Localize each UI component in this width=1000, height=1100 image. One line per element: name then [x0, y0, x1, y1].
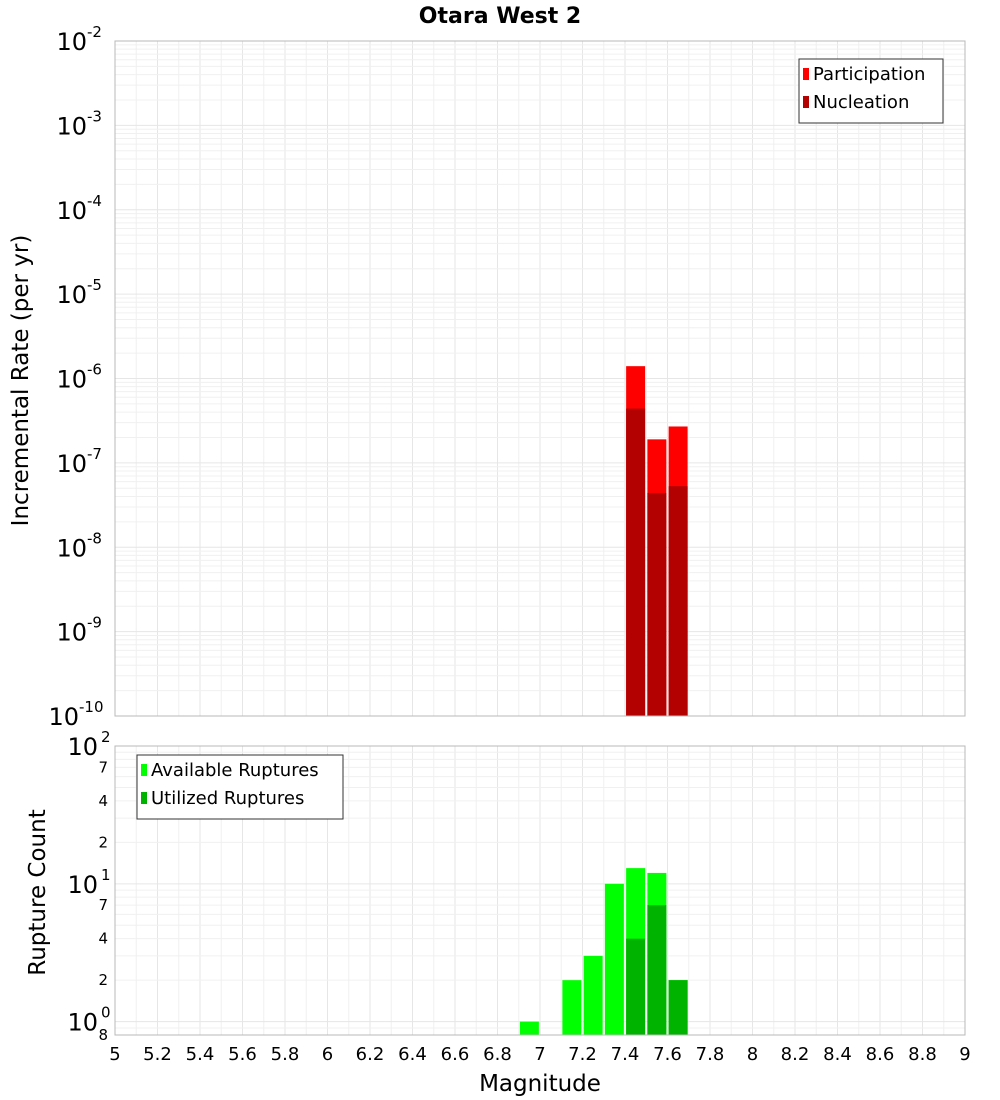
rate-legend-swatch — [803, 68, 809, 80]
count-y-major-tick: 10 2 — [67, 728, 110, 761]
count-legend-entry: Available Ruptures — [151, 760, 319, 781]
count-bar-available-ruptures — [562, 980, 582, 1035]
count-y-major-tick: 10 0 — [67, 1004, 110, 1037]
x-tick-label: 7 — [534, 1044, 545, 1065]
x-tick-label: 5.6 — [228, 1044, 257, 1065]
count-plot-frame — [114, 745, 966, 1036]
count-y-major-tick: 10 1 — [67, 866, 110, 899]
rate-y-tick-exp: -9 — [87, 614, 102, 632]
rate-y-tick-exp: -6 — [87, 361, 102, 379]
count-y-tick-base: 10 — [67, 733, 98, 761]
count-legend-swatch — [141, 792, 147, 804]
count-y-tick-exp: 1 — [101, 866, 111, 884]
chart-title: Otara West 2 — [419, 4, 581, 29]
x-tick-label: 8.4 — [823, 1044, 852, 1065]
x-tick-label: 5.4 — [186, 1044, 215, 1065]
count-y-axis-label: Rupture Count — [25, 809, 51, 975]
x-tick-label: 5 — [109, 1044, 120, 1065]
x-axis-label: Magnitude — [479, 1071, 601, 1097]
rate-y-axis-label: Incremental Rate (per yr) — [8, 235, 34, 527]
count-y-tick-base: 10 — [67, 871, 98, 899]
x-tick-label: 8 — [747, 1044, 758, 1065]
rate-y-tick: 10 -10 — [48, 698, 103, 731]
rate-bar-nucleation — [647, 492, 667, 716]
count-y-minor-tick: 8 — [98, 1026, 108, 1044]
count-y-minor-tick: 4 — [98, 792, 108, 810]
rate-y-tick: 10 -3 — [56, 107, 102, 140]
x-tick-label: 8.6 — [866, 1044, 895, 1065]
count-y-minor-tick: 2 — [98, 833, 108, 851]
count-bar-utilized-ruptures — [626, 938, 646, 1035]
count-y-minor-tick: 7 — [98, 758, 108, 776]
rate-y-tick: 10 -7 — [56, 445, 102, 478]
count-bar-utilized-ruptures — [668, 980, 688, 1035]
rate-legend-entry: Participation — [813, 64, 925, 85]
rate-legend-entry: Nucleation — [813, 92, 909, 113]
rate-bar-nucleation — [626, 408, 646, 716]
rate-y-tick-exp: -2 — [87, 23, 102, 41]
rate-y-tick-exp: -10 — [79, 698, 104, 716]
x-tick-label: 7.6 — [653, 1044, 682, 1065]
rate-legend: Participation Nucleation — [798, 58, 944, 124]
rate-y-tick-exp: -8 — [87, 529, 102, 547]
count-legend-box — [136, 754, 344, 820]
rate-y-tick-base: 10 — [56, 366, 87, 394]
count-legend-swatch — [141, 764, 147, 776]
rate-y-tick-base: 10 — [56, 450, 87, 478]
rate-y-tick-base: 10 — [56, 197, 87, 225]
rate-y-tick-exp: -5 — [87, 276, 102, 294]
rate-legend-box — [798, 58, 944, 124]
count-bar-available-ruptures — [519, 1021, 539, 1035]
count-legend-entry: Utilized Ruptures — [151, 788, 304, 809]
count-y-tick-exp: 0 — [101, 1004, 111, 1022]
rate-y-tick: 10 -4 — [56, 192, 102, 225]
rate-bar-nucleation — [668, 486, 688, 716]
rate-y-tick: 10 -6 — [56, 361, 102, 394]
x-tick-label: 7.4 — [611, 1044, 640, 1065]
x-tick-label: 6.8 — [483, 1044, 512, 1065]
rate-y-tick-base: 10 — [48, 703, 79, 731]
count-y-minor-tick: 4 — [98, 930, 108, 948]
count-bar-available-ruptures — [583, 955, 603, 1035]
count-legend: Available Ruptures Utilized Ruptures — [136, 754, 344, 820]
count-y-minor-tick: 2 — [98, 971, 108, 989]
count-y-minor-tick: 7 — [98, 896, 108, 914]
rate-y-tick-base: 10 — [56, 534, 87, 562]
rate-y-tick-base: 10 — [56, 281, 87, 309]
count-y-tick-exp: 2 — [101, 728, 111, 746]
rate-y-tick: 10 -9 — [56, 614, 102, 647]
rate-legend-swatch — [803, 96, 809, 108]
x-tick-label: 6 — [322, 1044, 333, 1065]
x-tick-label: 7.2 — [568, 1044, 597, 1065]
x-tick-label: 9 — [959, 1044, 970, 1065]
x-tick-label: 7.8 — [696, 1044, 725, 1065]
rate-y-tick: 10 -8 — [56, 529, 102, 562]
rate-y-tick-base: 10 — [56, 619, 87, 647]
x-tick-label: 5.8 — [271, 1044, 300, 1065]
rate-y-tick-base: 10 — [56, 28, 87, 56]
x-tick-label: 8.2 — [781, 1044, 810, 1065]
rate-plot-frame — [114, 40, 966, 717]
count-y-tick-base: 10 — [67, 1009, 98, 1037]
x-tick-label: 6.4 — [398, 1044, 427, 1065]
rate-y-tick-exp: -3 — [87, 107, 102, 125]
x-tick-label: 5.2 — [143, 1044, 172, 1065]
rate-y-tick: 10 -2 — [56, 23, 102, 56]
rate-y-tick-exp: -7 — [87, 445, 102, 463]
rate-y-tick-base: 10 — [56, 112, 87, 140]
x-tick-label: 6.2 — [356, 1044, 385, 1065]
x-tick-label: 8.8 — [908, 1044, 937, 1065]
rate-y-tick: 10 -5 — [56, 276, 102, 309]
x-tick-label: 6.6 — [441, 1044, 470, 1065]
count-bar-available-ruptures — [604, 883, 624, 1035]
count-bar-utilized-ruptures — [647, 905, 667, 1035]
rate-y-tick-exp: -4 — [87, 192, 102, 210]
